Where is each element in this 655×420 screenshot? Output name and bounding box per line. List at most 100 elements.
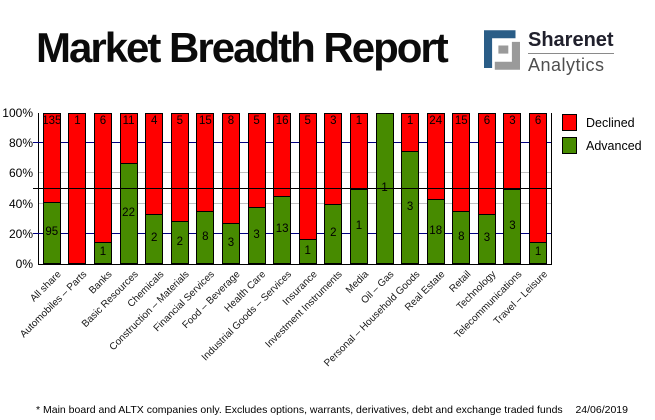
advanced-segment: 8 (196, 211, 215, 264)
declined-count: 5 (304, 115, 311, 127)
axis-tick-20 (33, 232, 39, 234)
gridlines (33, 113, 551, 264)
advanced-segment: 3 (247, 207, 266, 264)
declined-segment: 24 (426, 113, 445, 200)
advanced-segment: 3 (477, 213, 496, 264)
x-axis-labels: All share Automobiles – Parts Banks Basic R… (18, 266, 550, 396)
y-tick-label: 40% (8, 196, 33, 211)
declined-count: 15 (198, 115, 212, 127)
bar-slot: 24 18 (423, 113, 449, 264)
declined-count: 135 (42, 115, 62, 127)
advanced-segment: 3 (401, 150, 420, 264)
advanced-count: 1 (99, 246, 107, 259)
advanced-segment: 2 (324, 203, 343, 264)
declined-segment: 6 (93, 113, 112, 243)
bar-industrial-goods-services: 16 13 (273, 113, 292, 264)
declined-count: 1 (355, 115, 363, 127)
bar-financial-services: 15 8 (196, 113, 215, 264)
advanced-segment: 2 (170, 220, 189, 264)
logo-divider (528, 53, 614, 54)
gridline-80 (39, 142, 551, 144)
advanced-count: 2 (150, 232, 158, 245)
logo-subtitle-text: Analytics (528, 55, 605, 75)
legend: Declined Advanced (562, 114, 642, 160)
advanced-count: 3 (227, 236, 235, 249)
advanced-count: 1 (355, 219, 363, 232)
advanced-count: 1 (534, 246, 542, 259)
advanced-segment: 1 (298, 238, 317, 264)
advanced-segment: 3 (221, 222, 240, 264)
bar-all-share: 135 95 (42, 113, 62, 264)
advanced-segment: 2 (145, 213, 164, 264)
advanced-segment: 13 (273, 196, 292, 264)
report-date: 24/06/2019 (575, 404, 628, 416)
advanced-count: 95 (45, 226, 59, 239)
declined-segment: 5 (298, 113, 317, 239)
y-tick-label: 100% (2, 106, 33, 120)
logo-brand-text: Sharenet (528, 29, 614, 51)
declined-segment: 15 (196, 113, 215, 212)
declined-segment: 8 (221, 113, 240, 223)
legend-item-advanced: Advanced (562, 137, 642, 154)
declined-segment: 1 (68, 113, 87, 264)
declined-count: 11 (122, 115, 135, 127)
y-axis-labels: 100% 80% 60% 40% 20% 0% (0, 107, 38, 270)
y-tick-label: 20% (8, 226, 33, 241)
declined-count: 24 (429, 115, 443, 127)
y-tick-label: 80% (8, 136, 33, 151)
bar-slot: 15 8 (193, 113, 219, 264)
declined-segment: 11 (119, 113, 138, 164)
gridline-40 (39, 202, 551, 204)
sharenet-logo-icon (484, 30, 520, 70)
advanced-segment: 3 (503, 188, 522, 264)
advanced-segment: 1 (375, 113, 394, 264)
bar-slot: 16 13 (269, 113, 295, 264)
declined-segment: 5 (170, 113, 189, 221)
bar-retail: 15 8 (452, 113, 471, 264)
declined-segment: 3 (503, 113, 522, 189)
declined-swatch (562, 114, 577, 131)
declined-count: 6 (534, 115, 542, 127)
advanced-segment: 1 (529, 242, 548, 264)
bar-basic-resources: 11 22 (119, 113, 138, 264)
advanced-count: 2 (330, 227, 337, 240)
declined-count: 3 (509, 115, 516, 127)
y-tick-label: 0% (15, 257, 33, 271)
declined-count: 3 (330, 115, 337, 127)
declined-segment: 4 (145, 113, 164, 214)
advanced-count: 18 (429, 224, 443, 237)
bar-real-estate: 24 18 (426, 113, 445, 264)
bar-oil-gas: 1 (375, 113, 394, 264)
advanced-count: 3 (406, 200, 414, 213)
declined-count: 1 (406, 115, 414, 127)
gridline-60 (39, 172, 551, 174)
advanced-count: 3 (483, 232, 491, 245)
footer: * Main board and ALTX companies only. Ex… (36, 404, 628, 416)
advanced-count: 1 (304, 244, 311, 257)
declined-segment: 3 (324, 113, 343, 204)
declined-count: 1 (74, 115, 81, 127)
gridline-20 (39, 232, 551, 234)
advanced-count: 1 (381, 182, 387, 195)
declined-count: 5 (253, 115, 260, 127)
axis-tick-80 (33, 142, 39, 144)
